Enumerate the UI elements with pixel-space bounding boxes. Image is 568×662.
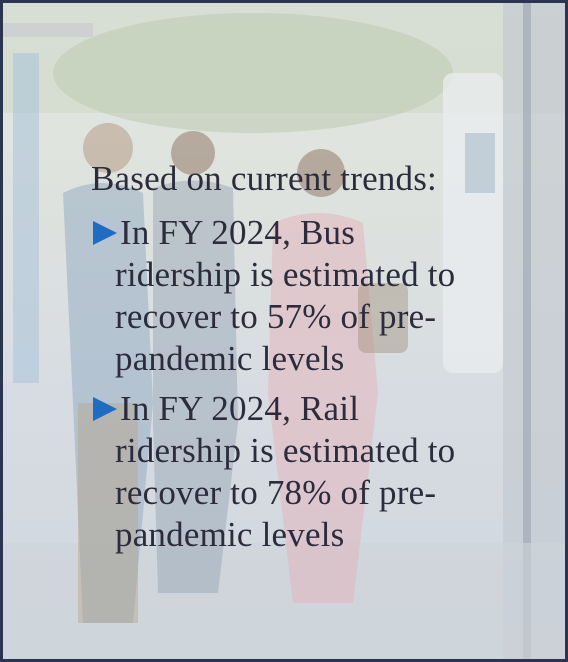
bullet-line: recover to 78% of pre- <box>115 473 436 513</box>
heading: Based on current trends: <box>91 159 437 199</box>
bullet-line: recover to 57% of pre- <box>115 297 436 337</box>
bullet-line: ridership is estimated to <box>115 255 455 295</box>
bullet-marker <box>93 221 117 245</box>
bullet-marker <box>93 397 117 421</box>
slide: Based on current trends: In FY 2024, Bus… <box>0 0 568 662</box>
bullet-line: ridership is estimated to <box>115 431 455 471</box>
bullet-line: pandemic levels <box>115 515 344 555</box>
bullet-line: In FY 2024, Bus <box>120 213 355 253</box>
bullet-line: pandemic levels <box>115 339 344 379</box>
bullet-line: In FY 2024, Rail <box>120 389 359 429</box>
